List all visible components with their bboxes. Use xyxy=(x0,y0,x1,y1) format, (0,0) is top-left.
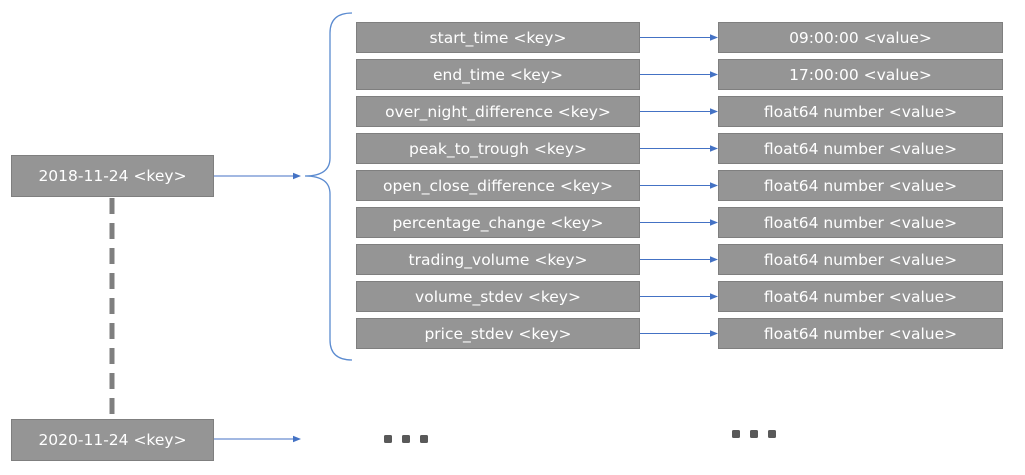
key-box: price_stdev <key> xyxy=(356,318,640,349)
value-box: 17:00:00 <value> xyxy=(718,59,1003,90)
ellipsis-dots-left xyxy=(384,435,428,443)
key-box: volume_stdev <key> xyxy=(356,281,640,312)
key-box: trading_volume <key> xyxy=(356,244,640,275)
key-box: end_time <key> xyxy=(356,59,640,90)
key-box: peak_to_trough <key> xyxy=(356,133,640,164)
curly-brace xyxy=(304,12,353,361)
key-value-arrows xyxy=(640,34,718,337)
value-box: float64 number <value> xyxy=(718,96,1003,127)
key-box: start_time <key> xyxy=(356,22,640,53)
value-box: float64 number <value> xyxy=(718,318,1003,349)
value-box: 09:00:00 <value> xyxy=(718,22,1003,53)
date-key-box-2020: 2020-11-24 <key> xyxy=(11,419,214,461)
value-box: float64 number <value> xyxy=(718,207,1003,238)
ellipsis-dots-right xyxy=(732,430,776,438)
value-box: float64 number <value> xyxy=(718,244,1003,275)
key-box: open_close_difference <key> xyxy=(356,170,640,201)
key-box: over_night_difference <key> xyxy=(356,96,640,127)
value-box: float64 number <value> xyxy=(718,281,1003,312)
value-box: float64 number <value> xyxy=(718,170,1003,201)
value-box: float64 number <value> xyxy=(718,133,1003,164)
date-key-box-2018: 2018-11-24 <key> xyxy=(11,155,214,197)
key-box: percentage_change <key> xyxy=(356,207,640,238)
